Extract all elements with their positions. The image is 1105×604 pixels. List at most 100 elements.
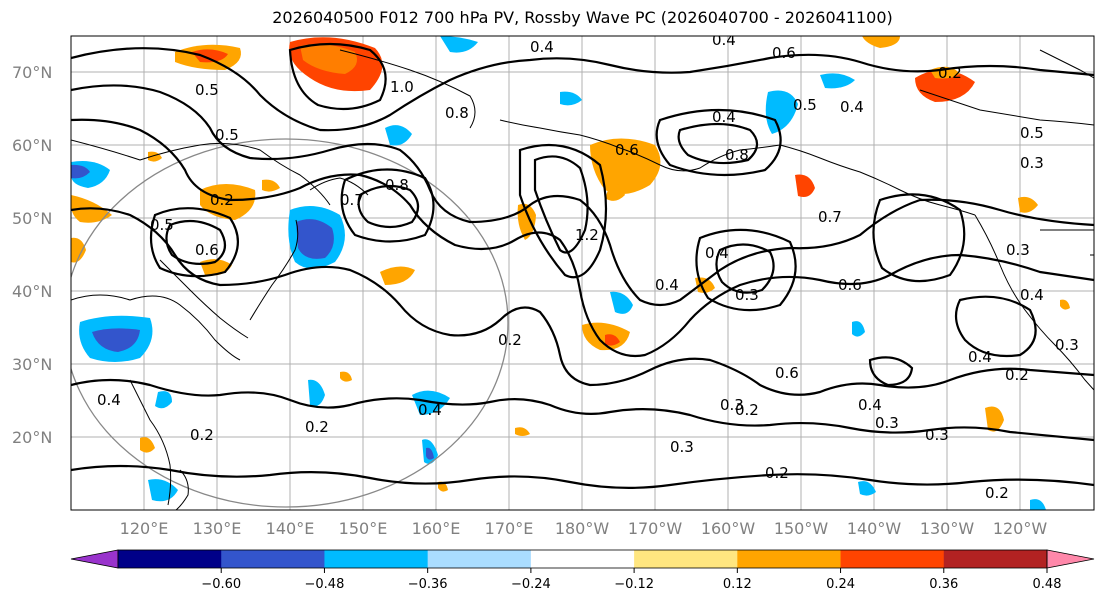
lon-label: 120°E [120,519,169,538]
colorbar-segment [634,550,738,568]
colorbar-segment [530,550,635,568]
chart-title: 2026040500 F012 700 hPa PV, Rossby Wave … [272,8,893,27]
anomaly-blob [385,125,412,146]
contour-label: 0.3 [925,426,949,444]
colorbar-tick-label: 0.36 [929,577,958,592]
colorbar-segment [943,550,1048,568]
colorbar-tick-label: −0.24 [511,577,551,592]
anomaly-blob [262,179,280,192]
anomaly-blob [560,91,582,106]
anomaly-blob [765,90,798,134]
anomaly-blob [1060,299,1070,310]
contour-label: 0.2 [938,64,962,82]
contour-label: 0.3 [720,396,744,414]
lon-label: 170°W [628,519,683,538]
lon-label: 170°E [485,519,534,538]
colorbar-extend-high [1046,549,1095,569]
anomaly-blob [71,164,90,179]
anomaly-blob [192,49,228,63]
lon-label: 160°E [412,519,461,538]
lat-label: 40°N [12,282,52,301]
lat-label: 60°N [12,136,52,155]
anomaly-blob [610,291,633,314]
anomaly-blob [296,219,334,259]
contour-label: 0.4 [530,38,554,56]
contour-label: 0.2 [735,401,759,419]
contour-label: 0.3 [875,414,899,432]
lat-label: 30°N [12,355,52,374]
contour-label: 0.4 [97,391,121,409]
colorbar-segment [840,550,945,568]
anomaly-blob [308,379,325,407]
contour-label: 0.4 [840,98,864,116]
anomaly-blob [852,321,865,337]
anomaly-blob [140,437,155,453]
colorbar-tick-label: 0.48 [1033,577,1062,592]
contour-label: 0.4 [655,276,679,294]
anomaly-blob [440,36,478,53]
contour-labels: 0.4 0.4 0.6 0.5 0.2 1.0 0.8 0.5 0.4 0.5 … [97,31,1079,502]
colorbar-segment [118,550,222,568]
colorbar-segment [324,550,429,568]
contour-label: 0.7 [340,191,364,209]
contour-label: 0.6 [772,44,796,62]
contour-label: 0.8 [445,104,469,122]
contour-label: 1.0 [390,78,414,96]
anomaly-blob [515,427,530,436]
colorbar-segment [221,550,325,568]
pv-anomaly-shading [71,36,1070,510]
colorbar: −0.60 −0.48 −0.36 −0.24 −0.12 0.12 0.24 0.36 0.4… [70,549,1095,592]
anomaly-blob [915,69,975,102]
anomaly-blob [155,391,172,409]
contour-label: 0.4 [712,108,736,126]
contour-label: 0.2 [190,426,214,444]
anomaly-blob [300,44,358,74]
contour-label: 0.3 [735,286,759,304]
lat-label: 70°N [12,63,52,82]
anomaly-blob [1030,499,1046,510]
lon-label: 120°W [993,519,1048,538]
lon-label: 140°W [847,519,902,538]
contour-label: 0.5 [1020,124,1044,142]
plot-frame [70,35,1095,511]
anomaly-blob [862,36,900,48]
anomaly-blob [820,73,855,89]
anomaly-blob [795,174,815,197]
colorbar-tick-label: −0.48 [305,577,345,592]
anomaly-blob [380,266,415,285]
latitude-axis: 70°N 60°N 50°N 40°N 30°N 20°N [12,63,52,447]
colorbar-tick-label: 0.12 [723,577,752,592]
lat-label: 20°N [12,428,52,447]
great-circle [71,138,509,508]
contour-label: 0.5 [793,96,817,114]
pv-contours [71,42,1094,489]
lon-label: 180°W [555,519,610,538]
lat-label: 50°N [12,209,52,228]
contour-label: 0.6 [775,364,799,382]
contour-label: 0.4 [705,244,729,262]
longitude-axis: 120°E 130°E 140°E 150°E 160°E 170°E 180°… [120,519,1048,538]
contour-label: 0.2 [498,331,522,349]
contour-label: 0.6 [195,241,219,259]
anomaly-blob [985,406,1004,432]
anomaly-blob [426,447,434,460]
colorbar-tick-label: −0.36 [408,577,448,592]
contour-label: 0.5 [215,126,239,144]
contour-label: 0.3 [1020,154,1044,172]
contour-label: 0.4 [968,348,992,366]
lon-label: 150°E [339,519,388,538]
contour-label: 0.4 [712,31,736,49]
anomaly-blob [590,138,661,194]
colorbar-tick-label: −0.12 [614,577,654,592]
contour-label: 0.8 [725,146,749,164]
colorbar-outline [117,549,1048,569]
lon-label: 160°W [701,519,756,538]
lon-label: 130°E [193,519,242,538]
lon-label: 130°W [920,519,975,538]
coastlines [71,49,1094,510]
anomaly-blob [92,328,140,352]
contour-label: 0.6 [838,276,862,294]
colorbar-extend-low [70,549,119,569]
anomaly-blob [1018,196,1038,213]
contour-label: 0.4 [858,396,882,414]
